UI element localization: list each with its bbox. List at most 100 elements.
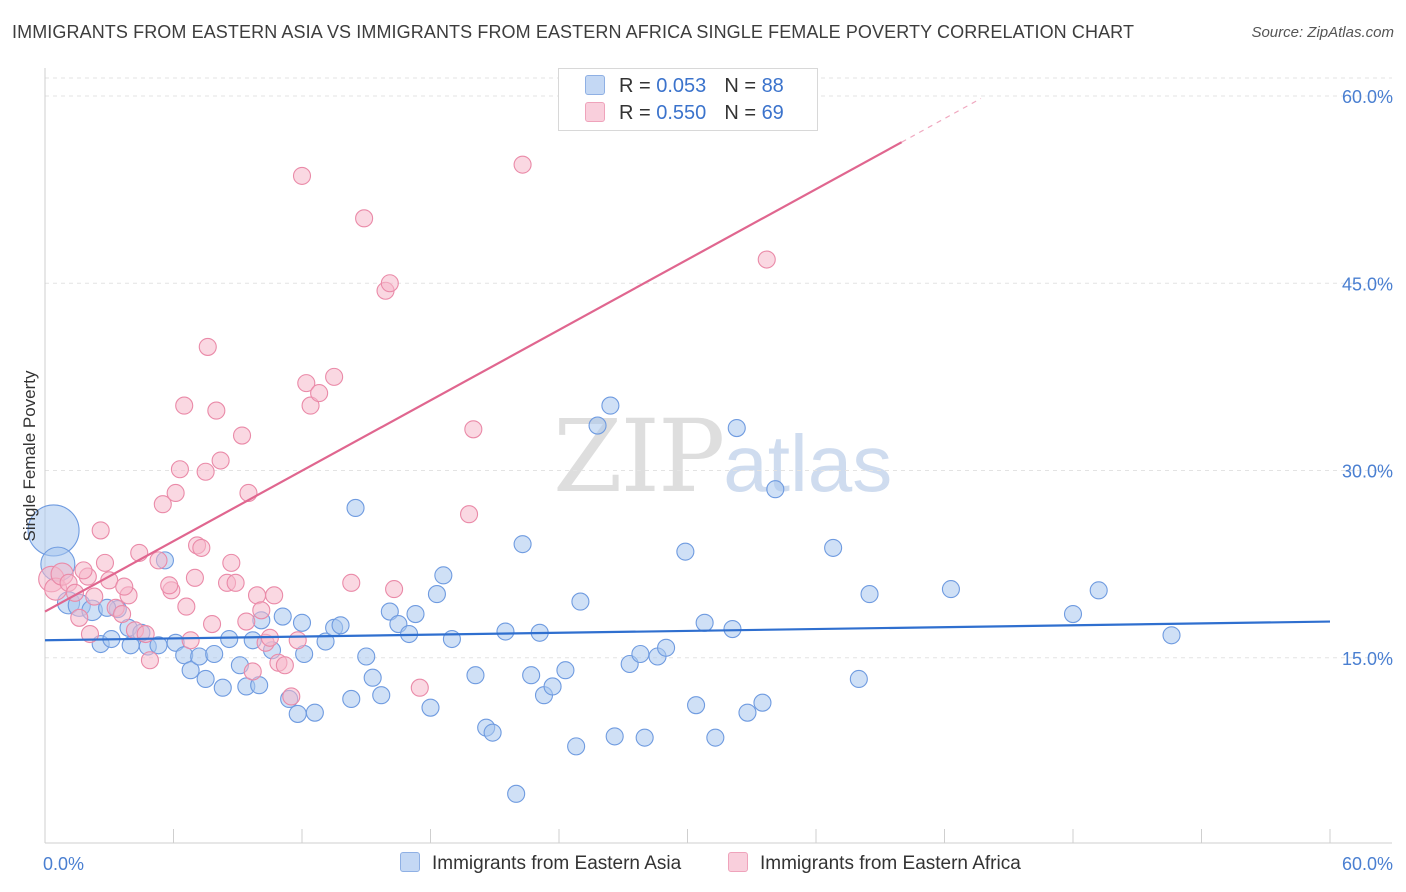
y-tick-label: 15.0% <box>1342 649 1393 669</box>
data-point-eastern-africa <box>292 166 312 185</box>
data-point-eastern-asia <box>357 647 376 666</box>
data-point-eastern-africa <box>192 538 211 557</box>
bottom-legend-label-eastern-africa: Immigrants from Eastern Africa <box>760 853 1021 874</box>
data-point-eastern-asia <box>1063 605 1083 624</box>
data-point-eastern-africa <box>265 586 284 605</box>
data-point-eastern-africa <box>91 521 110 540</box>
data-point-eastern-asia <box>181 661 200 680</box>
data-point-eastern-africa <box>196 462 215 481</box>
data-point-eastern-asia <box>372 686 391 705</box>
data-point-eastern-africa <box>247 586 267 605</box>
correlation-legend: R = 0.053 N = 88 R = 0.550 N = 69 <box>558 68 818 131</box>
data-point-eastern-asia <box>849 669 868 689</box>
data-point-eastern-asia <box>273 607 292 626</box>
data-point-eastern-africa <box>342 573 361 592</box>
legend-r-label: R = <box>619 75 657 97</box>
data-point-eastern-asia <box>727 419 746 438</box>
data-point-eastern-asia <box>695 613 714 632</box>
data-point-eastern-asia <box>190 647 209 666</box>
data-point-eastern-africa <box>410 678 429 697</box>
data-point-eastern-africa <box>166 483 185 503</box>
trend-line-eastern-asia <box>44 620 1331 642</box>
bottom-legend-label-eastern-asia: Immigrants from Eastern Asia <box>432 853 682 874</box>
data-point-eastern-asia <box>421 698 440 717</box>
grid-lines <box>45 77 1392 659</box>
data-point-eastern-asia <box>483 723 502 742</box>
data-point-eastern-africa <box>203 614 222 634</box>
data-point-eastern-asia <box>571 592 590 611</box>
data-point-eastern-africa <box>226 573 245 592</box>
data-point-eastern-africa <box>380 274 399 293</box>
data-point-eastern-asia <box>196 669 215 689</box>
data-point-eastern-asia <box>657 638 676 657</box>
x-tick-label: 60.0% <box>1342 854 1393 874</box>
watermark-zip: ZIP <box>553 398 725 515</box>
watermark: ZIPatlas <box>553 398 892 515</box>
data-point-eastern-asia <box>507 784 526 803</box>
data-point-eastern-asia <box>1089 581 1108 600</box>
data-point-eastern-asia <box>588 416 607 435</box>
data-point-eastern-africa <box>355 209 374 228</box>
data-point-eastern-africa <box>301 396 320 415</box>
data-point-eastern-africa <box>297 374 316 393</box>
data-point-eastern-africa <box>459 505 479 524</box>
data-point-eastern-asia <box>687 696 706 715</box>
bottom-legend-eastern-africa: Immigrants from Eastern Africa <box>728 852 1021 875</box>
data-point-eastern-asia <box>363 668 382 687</box>
y-tick-label: 60.0% <box>1342 87 1393 107</box>
data-point-eastern-asia <box>427 585 446 604</box>
axes <box>44 68 1392 844</box>
data-point-eastern-asia <box>753 693 772 712</box>
data-point-eastern-asia <box>631 644 650 664</box>
data-point-eastern-africa <box>198 337 217 356</box>
data-point-eastern-africa <box>207 401 226 420</box>
data-point-eastern-africa <box>310 384 329 403</box>
data-point-eastern-africa <box>177 597 196 616</box>
data-point-eastern-asia <box>860 585 879 604</box>
data-point-eastern-asia <box>1162 626 1181 645</box>
data-point-eastern-africa <box>237 612 256 631</box>
legend-row-eastern-africa: R = 0.550 N = 69 <box>585 102 784 125</box>
data-point-eastern-asia <box>513 535 532 554</box>
bottom-legend-eastern-asia: Immigrants from Eastern Asia <box>400 852 681 875</box>
data-point-eastern-asia <box>346 498 365 518</box>
data-point-eastern-africa <box>385 580 404 599</box>
trend-lines <box>44 97 1331 642</box>
data-point-eastern-africa <box>513 155 532 174</box>
data-point-eastern-asia <box>941 580 960 599</box>
legend-r-value: 0.053 <box>656 75 707 97</box>
watermark-atlas: atlas <box>723 419 893 508</box>
data-point-eastern-africa <box>757 250 776 269</box>
y-tick-label: 30.0% <box>1342 462 1393 482</box>
data-point-eastern-asia <box>676 542 695 561</box>
data-point-eastern-asia <box>205 644 224 664</box>
data-point-eastern-asia <box>434 566 453 585</box>
data-point-eastern-africa <box>181 631 200 650</box>
x-tick-labels: 0.0% 60.0% <box>43 854 1393 874</box>
legend-row-eastern-asia: R = 0.053 N = 88 <box>585 75 784 98</box>
data-point-eastern-asia <box>556 661 575 680</box>
data-point-eastern-asia <box>601 396 620 415</box>
legend-n-value: 88 <box>761 75 784 97</box>
legend-r-label: R = <box>619 102 657 124</box>
data-point-eastern-asia <box>380 602 399 621</box>
x-tick-label: 0.0% <box>43 854 84 874</box>
data-point-eastern-asia <box>442 629 461 649</box>
data-point-eastern-asia <box>466 666 485 685</box>
data-point-eastern-africa <box>170 460 189 479</box>
bottom-legend-swatch-eastern-africa <box>728 852 748 872</box>
source-label: Source: ZipAtlas.com <box>1251 24 1394 41</box>
data-point-eastern-asia <box>522 666 541 685</box>
trend-line-extension-eastern-africa <box>901 97 982 143</box>
data-point-eastern-africa <box>243 662 262 681</box>
data-point-eastern-africa <box>140 651 159 670</box>
data-point-eastern-africa <box>85 587 104 606</box>
y-tick-labels: 15.0% 30.0% 45.0% 60.0% <box>1342 87 1393 669</box>
data-point-eastern-asia <box>406 605 425 624</box>
data-point-eastern-asia <box>635 728 654 747</box>
data-point-eastern-africa <box>115 577 134 596</box>
data-point-eastern-africa <box>282 687 301 706</box>
data-point-eastern-asia <box>738 703 757 722</box>
data-point-eastern-asia <box>605 727 624 746</box>
